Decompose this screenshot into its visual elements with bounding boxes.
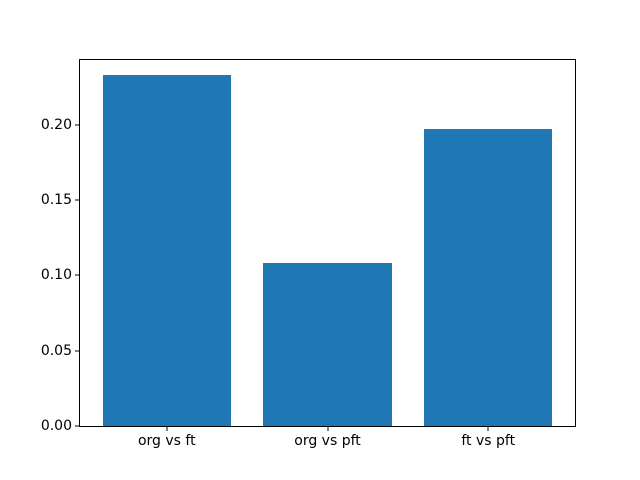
x-tick-label-org-vs-ft: org vs ft xyxy=(137,433,196,449)
x-tick-mark xyxy=(166,427,168,431)
y-tick-mark xyxy=(75,274,79,276)
bar-ft-vs-pft xyxy=(423,129,553,426)
y-tick-label: 0.15 xyxy=(40,192,72,209)
y-tick-mark xyxy=(75,350,79,352)
y-tick-label: 0.00 xyxy=(40,418,72,434)
plot-area: 0.00 0.05 0.10 0.15 0.20 org vs ft org vs pft f… xyxy=(41,59,576,449)
y-tick-label: 0.10 xyxy=(40,267,72,284)
y-tick-label: 0.05 xyxy=(40,342,72,359)
x-tick-label-org-vs-pft: org vs pft xyxy=(294,433,361,449)
x-tick-label-ft-vs-pft: ft vs pft xyxy=(461,433,516,449)
bar-org-vs-ft xyxy=(102,75,232,426)
x-tick-mark xyxy=(327,427,328,431)
y-tick-mark xyxy=(75,425,79,427)
y-tick-mark xyxy=(75,199,79,201)
bar-org-vs-pft xyxy=(263,263,392,426)
y-tick-label: 0.20 xyxy=(40,116,72,133)
x-tick-mark xyxy=(487,427,489,431)
y-tick-mark xyxy=(75,124,79,126)
